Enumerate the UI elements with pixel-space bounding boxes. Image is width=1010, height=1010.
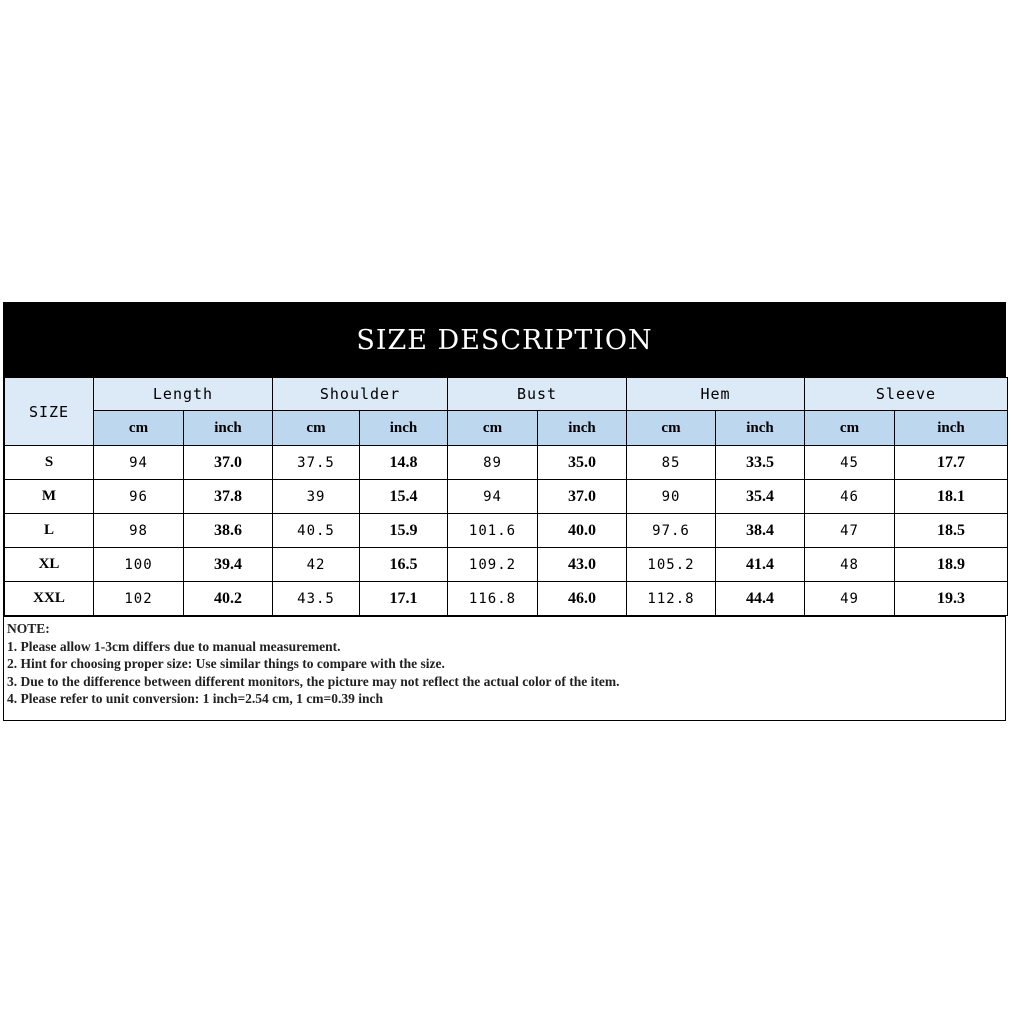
unit-inch: inch: [715, 410, 805, 446]
notes: NOTE: 1. Please allow 1-3cm differs due …: [4, 616, 1005, 720]
note-item: 2. Hint for choosing proper size: Use si…: [7, 656, 445, 671]
size-chart: SIZE DESCRIPTION SIZE Length Shoulder Bu…: [3, 302, 1008, 721]
size-cell: XXL: [4, 581, 94, 616]
unit-cm: cm: [626, 410, 716, 446]
cm-value-cell: 101.6: [447, 513, 538, 548]
group-header-bust: Bust: [447, 377, 627, 411]
table-row: XXL 102 40.2 43.5 17.1 116.8 46.0 112.8 44.4 49 19…: [4, 581, 1008, 616]
inch-value-cell: 43.0: [537, 547, 627, 582]
group-header-hem: Hem: [626, 377, 805, 411]
cm-value-cell: 90: [626, 479, 716, 514]
cm-value-cell: 94: [447, 479, 538, 514]
inch-value-cell: 37.0: [537, 479, 627, 514]
group-header-length: Length: [93, 377, 273, 411]
cm-value-cell: 102: [93, 581, 184, 616]
cm-value-cell: 112.8: [626, 581, 716, 616]
cm-value-cell: 98: [93, 513, 184, 548]
note-item: 1. Please allow 1-3cm differs due to man…: [7, 638, 341, 654]
inch-value-cell: 14.8: [359, 445, 448, 480]
cm-value-cell: 43.5: [272, 581, 360, 616]
inch-value-cell: 37.0: [183, 445, 273, 480]
cm-value-cell: 94: [93, 445, 184, 480]
group-header-shoulder: Shoulder: [272, 377, 448, 411]
note-item: 4. Please refer to unit conversion: 1 in…: [7, 691, 383, 706]
cm-value-cell: 37.5: [272, 445, 360, 480]
inch-value-cell: 16.5: [359, 547, 448, 582]
cm-value-cell: 49: [804, 581, 895, 616]
group-header-row: SIZE Length Shoulder Bust Hem Sleeve: [4, 377, 1008, 446]
inch-value-cell: 33.5: [715, 445, 805, 480]
unit-inch: inch: [359, 410, 448, 446]
inch-value-cell: 40.2: [183, 581, 273, 616]
group-header-sleeve: Sleeve: [804, 377, 1008, 411]
inch-value-cell: 41.4: [715, 547, 805, 582]
table-row: L 98 38.6 40.5 15.9 101.6 40.0 97.6 38.4 47 18.5: [4, 513, 1008, 548]
inch-value-cell: 17.1: [359, 581, 448, 616]
cm-value-cell: 39: [272, 479, 360, 514]
cm-value-cell: 48: [804, 547, 895, 582]
chart-title: SIZE DESCRIPTION: [4, 303, 1005, 377]
inch-value-cell: 19.3: [894, 581, 1008, 616]
cm-value-cell: 116.8: [447, 581, 538, 616]
cm-value-cell: 89: [447, 445, 538, 480]
inch-value-cell: 18.1: [894, 479, 1008, 514]
inch-value-cell: 44.4: [715, 581, 805, 616]
inch-value-cell: 15.9: [359, 513, 448, 548]
size-cell: XL: [4, 547, 94, 582]
unit-cm: cm: [93, 410, 184, 446]
inch-value-cell: 37.8: [183, 479, 273, 514]
inch-value-cell: 35.4: [715, 479, 805, 514]
cm-value-cell: 45: [804, 445, 895, 480]
size-header: SIZE: [4, 377, 94, 446]
inch-value-cell: 17.7: [894, 445, 1008, 480]
cm-value-cell: 46: [804, 479, 895, 514]
unit-inch: inch: [894, 410, 1008, 446]
cm-value-cell: 42: [272, 547, 360, 582]
size-cell: S: [4, 445, 94, 480]
cm-value-cell: 40.5: [272, 513, 360, 548]
unit-cm: cm: [447, 410, 538, 446]
cm-value-cell: 96: [93, 479, 184, 514]
unit-inch: inch: [183, 410, 273, 446]
inch-value-cell: 35.0: [537, 445, 627, 480]
table-row: M 96 37.8 39 15.4 94 37.0 90 35.4 46 18.1: [4, 479, 1008, 514]
inch-value-cell: 15.4: [359, 479, 448, 514]
inch-value-cell: 46.0: [537, 581, 627, 616]
inch-value-cell: 38.6: [183, 513, 273, 548]
inch-value-cell: 18.5: [894, 513, 1008, 548]
cm-value-cell: 47: [804, 513, 895, 548]
cm-value-cell: 100: [93, 547, 184, 582]
unit-cm: cm: [272, 410, 360, 446]
table-row: S 94 37.0 37.5 14.8 89 35.0 85 33.5 45 17.7: [4, 445, 1008, 480]
cm-value-cell: 109.2: [447, 547, 538, 582]
unit-inch: inch: [537, 410, 627, 446]
unit-header-row: cm inch cm inch cm inch cm inch cm inch: [5, 410, 1008, 446]
notes-heading: NOTE:: [7, 621, 50, 636]
cm-value-cell: 85: [626, 445, 716, 480]
unit-cm: cm: [804, 410, 895, 446]
table-row: XL 100 39.4 42 16.5 109.2 43.0 105.2 41.4 48 18.9: [4, 547, 1008, 582]
cm-value-cell: 105.2: [626, 547, 716, 582]
size-cell: M: [4, 479, 94, 514]
inch-value-cell: 18.9: [894, 547, 1008, 582]
note-item: 3. Due to the difference between differe…: [7, 673, 620, 689]
cm-value-cell: 97.6: [626, 513, 716, 548]
size-table: SIZE Length Shoulder Bust Hem Sleeve cm i…: [4, 377, 1008, 616]
inch-value-cell: 40.0: [537, 513, 627, 548]
inch-value-cell: 39.4: [183, 547, 273, 582]
size-cell: L: [4, 513, 94, 548]
inch-value-cell: 38.4: [715, 513, 805, 548]
